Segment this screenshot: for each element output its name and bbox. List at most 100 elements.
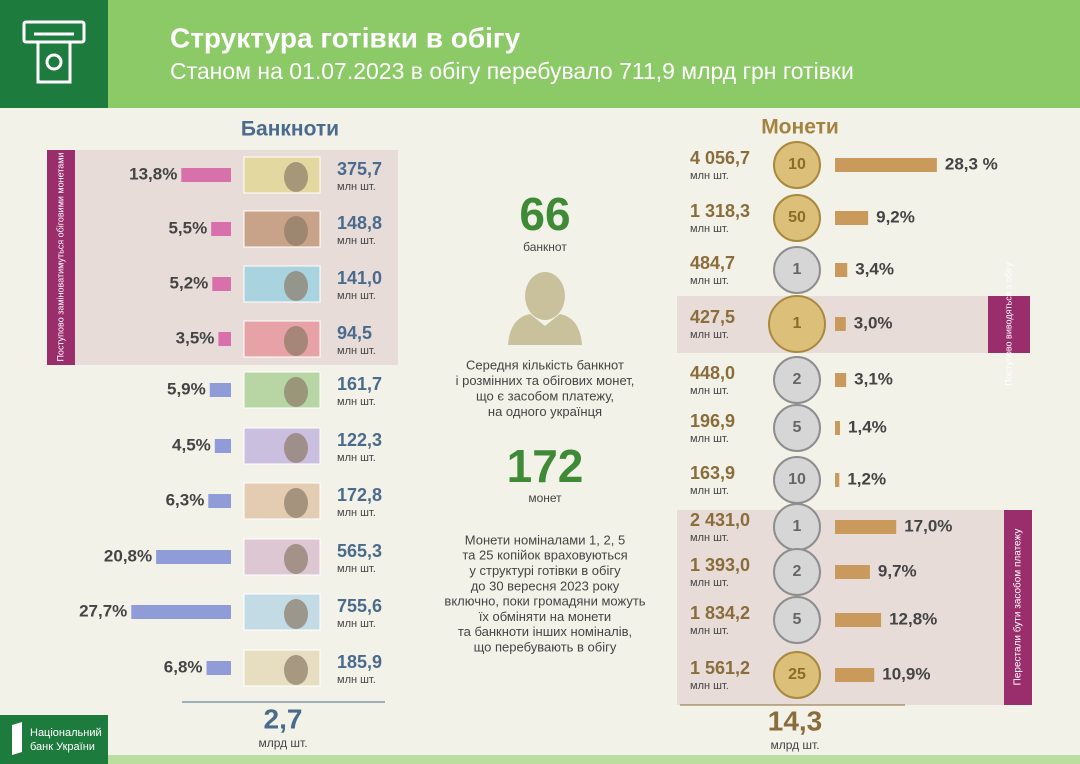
coin-strip <box>1004 510 1032 705</box>
share-label: 10,9% <box>882 664 930 683</box>
share-bar <box>835 317 846 331</box>
share-bar <box>835 520 897 534</box>
coin-unit: млн шт. <box>690 275 729 287</box>
share-label: 3,5% <box>176 328 215 347</box>
banknote-image <box>243 320 321 358</box>
avg-coins-label: монет <box>528 491 562 505</box>
banknote-count: 185,9 <box>337 652 382 672</box>
coin-unit: млн шт. <box>690 577 729 589</box>
banknote-count: 755,6 <box>337 596 382 616</box>
banknote-portrait <box>284 599 308 629</box>
coin-image <box>773 404 821 452</box>
share-bar <box>156 550 231 564</box>
banknote-portrait <box>284 544 308 574</box>
note-text: Поступово заміноватимуться обіговими мон… <box>55 152 65 361</box>
coin-count: 484,7 <box>690 253 735 273</box>
note-panel <box>47 150 398 365</box>
header-band <box>0 0 1080 108</box>
coin-unit: млн шт. <box>690 680 729 692</box>
logo-mark <box>12 722 22 755</box>
coin-unit: млн шт. <box>690 485 729 497</box>
coin-count: 448,0 <box>690 363 735 383</box>
share-label: 5,2% <box>170 273 209 292</box>
share-label: 9,7% <box>878 561 917 580</box>
share-label: 1,4% <box>848 417 887 436</box>
share-label: 13,8% <box>129 164 177 183</box>
banknote-portrait <box>284 488 308 518</box>
person-icon <box>508 272 582 345</box>
coin-image <box>773 596 821 644</box>
share-label: 3,0% <box>854 313 893 332</box>
coin-note: Поступово виводяться з обігу <box>1003 262 1013 386</box>
share-label: 5,9% <box>167 379 206 398</box>
banknote-unit: млн шт. <box>337 290 376 302</box>
footnote: у структурі готівки в обігу <box>469 563 621 578</box>
footnote: до 30 вересня 2023 року <box>471 578 620 593</box>
footnote: та банкноти інших номіналів, <box>458 624 632 639</box>
banknote-unit: млн шт. <box>337 181 376 193</box>
banknote-portrait <box>284 271 308 301</box>
coin-count: 1 318,3 <box>690 201 750 221</box>
share-bar <box>835 473 840 487</box>
coin-denomination: 10 <box>788 156 806 173</box>
coin-count: 427,5 <box>690 307 735 327</box>
share-bar <box>208 494 231 508</box>
share-bar <box>835 668 875 682</box>
banknote-portrait <box>284 326 308 356</box>
banknote-portrait <box>284 377 308 407</box>
title: Структура готівки в обігу <box>170 22 521 53</box>
share-label: 3,1% <box>854 369 893 388</box>
coin-unit: млн шт. <box>690 625 729 637</box>
coin-strip <box>988 296 1030 353</box>
avg-text: на одного українця <box>488 404 602 419</box>
coin-denomination: 10 <box>788 471 806 488</box>
banknote-image <box>243 427 321 465</box>
share-label: 12,8% <box>889 609 937 628</box>
footnote: що перебувають в обігу <box>474 640 617 655</box>
share-label: 1,2% <box>847 469 886 488</box>
avg-banknotes: 66 <box>519 188 570 240</box>
banknote-count: 161,7 <box>337 374 382 394</box>
coin-panel <box>677 296 1030 353</box>
note-strip <box>47 150 75 365</box>
footnote: та 25 копійок враховуються <box>462 548 627 563</box>
share-bar <box>835 565 870 579</box>
avg-banknotes-label: банкнот <box>523 240 567 254</box>
share-label: 6,8% <box>164 657 203 676</box>
coin-image <box>773 141 821 189</box>
banknote-portrait <box>284 655 308 685</box>
coin-count: 163,9 <box>690 463 735 483</box>
banknote-image <box>243 538 321 576</box>
coin-image <box>773 246 821 294</box>
footnote: їх обміняти на монети <box>478 609 611 624</box>
share-label: 27,7% <box>79 601 127 620</box>
footnote: Монети номіналами 1, 2, 5 <box>465 532 625 547</box>
share-label: 3,4% <box>855 259 894 278</box>
coins-title: Монети <box>761 116 839 139</box>
coin-image <box>773 194 821 242</box>
share-bar <box>835 158 937 172</box>
share-bar <box>131 605 231 619</box>
share-bar <box>211 222 231 236</box>
share-bar <box>835 613 882 627</box>
coin-note: Перестали бути засобом платежу <box>1012 529 1024 686</box>
banknote-portrait <box>284 433 308 463</box>
coin-image <box>768 295 826 353</box>
share-label: 4,5% <box>172 435 211 454</box>
logo-text: банк України <box>30 741 95 753</box>
share-bar <box>212 277 231 291</box>
coin-denomination: 1 <box>793 315 802 332</box>
coin-count: 196,9 <box>690 411 735 431</box>
coin-denomination: 1 <box>793 518 802 535</box>
atm-icon <box>22 20 86 84</box>
avg-text: що є засобом платежу, <box>476 388 614 403</box>
coin-denomination: 50 <box>788 209 806 226</box>
coin-image <box>773 651 821 699</box>
share-label: 9,2% <box>876 207 915 226</box>
avg-text: і розмінних та обігових монет, <box>456 373 635 388</box>
banknote-count: 148,8 <box>337 213 382 233</box>
share-bar <box>835 421 841 435</box>
banknote-unit: млн шт. <box>337 345 376 357</box>
